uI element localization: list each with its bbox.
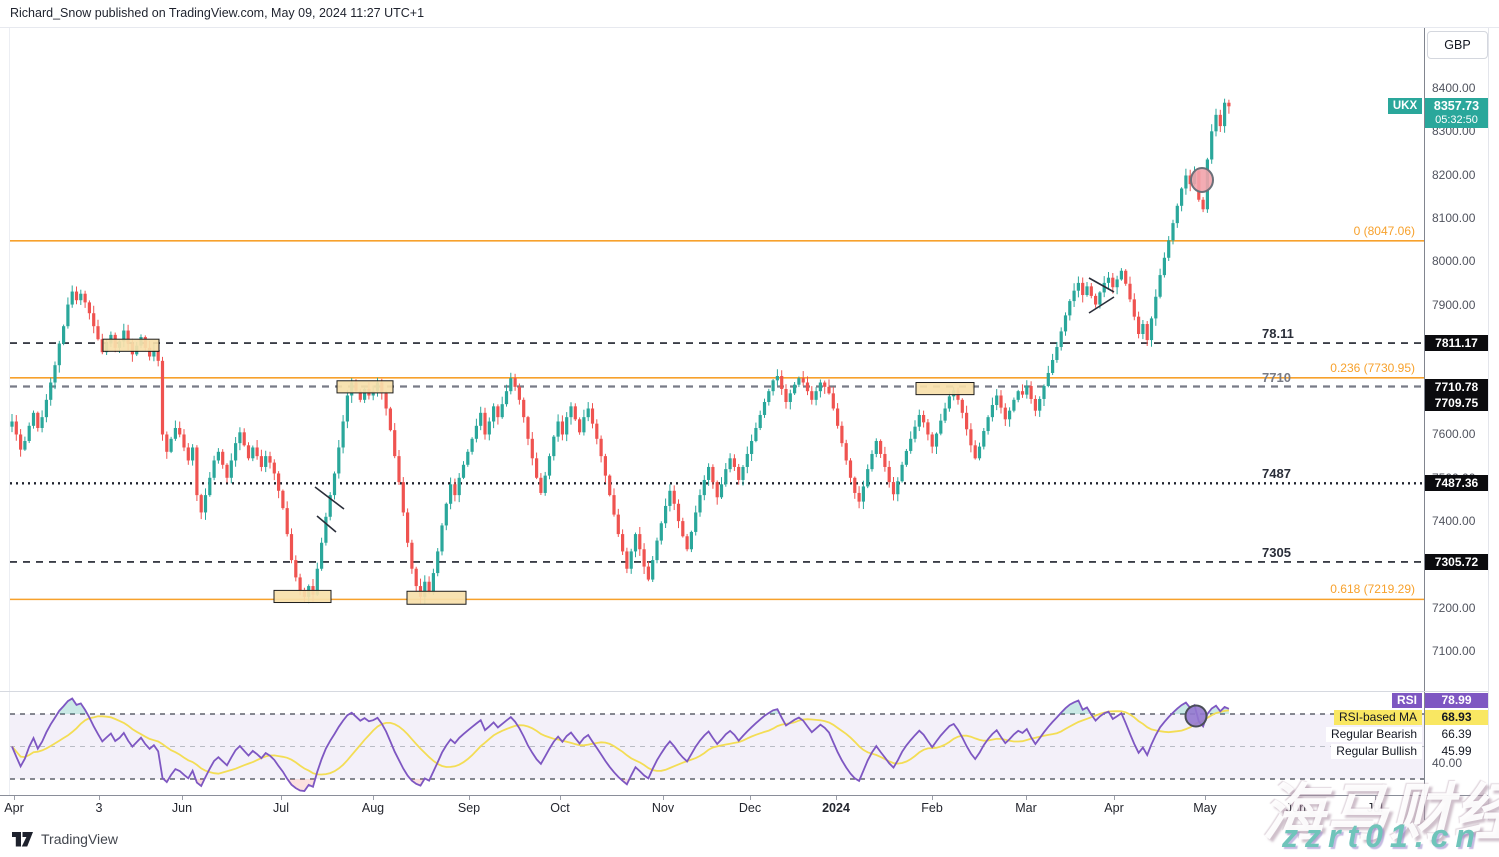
circle-annotation-0[interactable] bbox=[1190, 167, 1214, 193]
price-tick-8400.00[interactable]: 8400.00 bbox=[1432, 81, 1476, 95]
level-label-7487: 7487 bbox=[1262, 466, 1291, 482]
rsi-ma-line bbox=[11, 709, 1230, 776]
tradingview-brand-text: TradingView bbox=[41, 831, 119, 847]
time-axis-tick-5 bbox=[469, 796, 470, 800]
rsi-legend-label-regular-bearish: Regular Bearish bbox=[1325, 727, 1422, 742]
axis-right-border bbox=[1488, 28, 1489, 820]
rsi-legend-value-0: 78.99 bbox=[1425, 693, 1488, 708]
rsi-legend-label-rsi: RSI bbox=[1391, 693, 1422, 708]
supply-demand-box-2[interactable] bbox=[273, 589, 332, 604]
time-axis-tick-6 bbox=[560, 796, 561, 800]
time-axis-label-Dec-8[interactable]: Dec bbox=[738, 801, 762, 815]
time-axis-label-Mar-11[interactable]: Mar bbox=[1015, 801, 1037, 815]
supply-demand-box-3[interactable] bbox=[406, 590, 467, 605]
bar-countdown: 05:32:50 bbox=[1435, 114, 1478, 127]
price-tick-7400.00[interactable]: 7400.00 bbox=[1432, 514, 1476, 529]
rsi-legend-value-1: 68.93 bbox=[1425, 710, 1488, 725]
supply-demand-box-1[interactable] bbox=[336, 380, 394, 394]
time-axis-tick-2 bbox=[182, 796, 183, 800]
time-axis-label-Jun-2[interactable]: Jun bbox=[171, 801, 193, 815]
publish-header: Richard_Snow published on TradingView.co… bbox=[0, 0, 1499, 28]
time-axis-label-May-13[interactable]: May bbox=[1193, 801, 1217, 815]
trend-line-2[interactable] bbox=[1088, 277, 1115, 293]
currency-button[interactable]: GBP bbox=[1427, 31, 1488, 59]
time-axis-label-Jun-14[interactable]: Jun bbox=[1285, 801, 1307, 815]
time-axis-tick-15 bbox=[1375, 796, 1376, 800]
level-label-7710: 7710 bbox=[1262, 369, 1291, 385]
time-axis-label-Apr-0[interactable]: Apr bbox=[4, 801, 24, 815]
time-axis-label-Jul-15[interactable]: Jul bbox=[1367, 801, 1383, 815]
price-level-badge-7487.36: 7487.36 bbox=[1425, 475, 1488, 492]
time-axis-label-Feb-10[interactable]: Feb bbox=[921, 801, 943, 815]
time-axis-label-Apr-12[interactable]: Apr bbox=[1104, 801, 1124, 815]
time-axis-tick-8 bbox=[750, 796, 751, 800]
price-level-badge-7305.72: 7305.72 bbox=[1425, 553, 1488, 570]
level-label-7305: 7305 bbox=[1262, 544, 1291, 560]
price-tick-7100.00[interactable]: 7100.00 bbox=[1432, 644, 1476, 659]
time-axis-tick-11 bbox=[1026, 796, 1027, 800]
time-axis-tick-0 bbox=[14, 796, 15, 800]
rsi-legend-label-regular-bullish: Regular Bullish bbox=[1331, 744, 1422, 759]
time-axis-tick-12 bbox=[1114, 796, 1115, 800]
price-level-badge-7710.78: 7710.78 bbox=[1425, 378, 1488, 395]
price-tick-8100.00[interactable]: 8100.00 bbox=[1432, 210, 1476, 225]
fib-label-2: 0.618 (7219.29) bbox=[1330, 582, 1415, 597]
pane-separator[interactable] bbox=[0, 691, 1488, 692]
time-axis-tick-9 bbox=[836, 796, 837, 800]
time-axis-tick-7 bbox=[663, 796, 664, 800]
time-axis-label-Aug-4[interactable]: Aug bbox=[361, 801, 385, 815]
last-price-badge: 8357.73 05:32:50 bbox=[1425, 98, 1488, 129]
symbol-badge: UKX bbox=[1388, 98, 1422, 115]
rsi-line bbox=[11, 697, 1230, 792]
price-tick-7900.00[interactable]: 7900.00 bbox=[1432, 297, 1476, 312]
last-price-value: 8357.73 bbox=[1433, 99, 1480, 114]
circle-annotation-1[interactable] bbox=[1184, 704, 1208, 728]
price-level-badge-7709.75: 7709.75 bbox=[1425, 394, 1488, 411]
time-axis-label-Sep-5[interactable]: Sep bbox=[457, 801, 481, 815]
pane-left-border bbox=[9, 28, 10, 795]
price-axis-border bbox=[1424, 28, 1425, 820]
fib-label-1: 0.236 (7730.95) bbox=[1330, 360, 1415, 375]
price-tick-7200.00[interactable]: 7200.00 bbox=[1432, 600, 1476, 615]
time-axis-border bbox=[0, 795, 1488, 796]
level-label-78.11: 78.11 bbox=[1262, 326, 1294, 342]
time-axis-tick-14 bbox=[1296, 796, 1297, 800]
time-axis-label-3-1[interactable]: 3 bbox=[95, 801, 103, 815]
rsi-legend-value-3: 45.99 bbox=[1441, 744, 1472, 758]
tradingview-attribution[interactable]: TradingView bbox=[12, 830, 118, 848]
supply-demand-box-0[interactable] bbox=[102, 338, 160, 352]
rsi-legend-value-2: 66.39 bbox=[1441, 727, 1472, 741]
rsi-tick-40.00[interactable]: 40.00 bbox=[1432, 755, 1463, 770]
rsi-legend-label-rsi-based-ma: RSI-based MA bbox=[1333, 710, 1422, 725]
time-axis-label-Nov-7[interactable]: Nov bbox=[651, 801, 675, 815]
time-axis-tick-4 bbox=[373, 796, 374, 800]
publish-byline: Richard_Snow published on TradingView.co… bbox=[10, 6, 425, 20]
time-axis-tick-13 bbox=[1205, 796, 1206, 800]
supply-demand-box-4[interactable] bbox=[915, 382, 975, 396]
fib-label-0: 0 (8047.06) bbox=[1353, 223, 1415, 238]
trend-line-1[interactable] bbox=[316, 515, 337, 533]
price-level-badge-7811.17: 7811.17 bbox=[1425, 335, 1488, 352]
time-axis-tick-1 bbox=[99, 796, 100, 800]
trend-line-0[interactable] bbox=[314, 486, 345, 510]
time-axis-label-Oct-6[interactable]: Oct bbox=[550, 801, 570, 815]
price-tick-7600.00[interactable]: 7600.00 bbox=[1432, 427, 1476, 442]
trend-line-3[interactable] bbox=[1088, 296, 1115, 314]
tradingview-logo-icon bbox=[12, 831, 33, 846]
price-tick-8200.00[interactable]: 8200.00 bbox=[1432, 167, 1476, 182]
time-axis-label-2024-9[interactable]: 2024 bbox=[822, 801, 850, 815]
price-tick-8000.00[interactable]: 8000.00 bbox=[1432, 254, 1476, 269]
time-axis-tick-3 bbox=[281, 796, 282, 800]
candles bbox=[10, 98, 1231, 605]
time-axis-tick-10 bbox=[932, 796, 933, 800]
time-axis-label-Jul-3[interactable]: Jul bbox=[273, 801, 289, 815]
